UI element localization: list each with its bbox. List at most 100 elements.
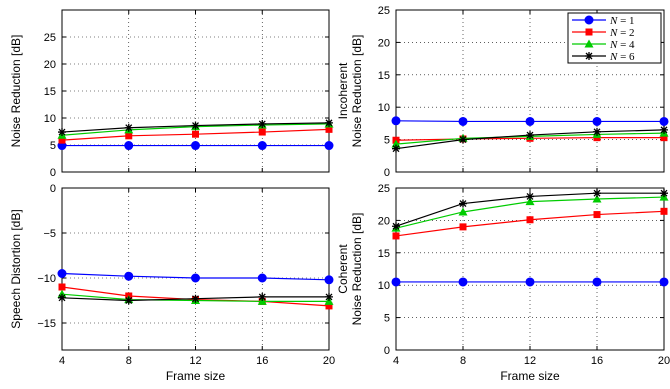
data-point bbox=[258, 119, 267, 128]
data-point bbox=[592, 194, 602, 203]
y-tick-label: −5 bbox=[43, 228, 56, 240]
data-point bbox=[392, 232, 400, 240]
chart-panel-4: 4 8 12 16 20 0 5 10 15 20 25 Coherent Noise Reductio… bbox=[336, 183, 670, 383]
legend-label: N = 6 bbox=[609, 51, 635, 63]
data-point bbox=[257, 273, 267, 283]
data-point bbox=[459, 199, 467, 208]
legend-var: N bbox=[609, 27, 618, 39]
data-point bbox=[58, 283, 66, 291]
data-point bbox=[325, 302, 333, 310]
data-point bbox=[124, 123, 133, 132]
y-tick-label: 0 bbox=[384, 167, 390, 179]
legend-var: N bbox=[609, 15, 618, 27]
y-tick-label: 5 bbox=[50, 140, 56, 152]
y-tick-label: 25 bbox=[378, 5, 390, 17]
data-point bbox=[660, 125, 668, 134]
legend-var: N bbox=[609, 39, 618, 51]
x-tick-label: 8 bbox=[460, 355, 466, 367]
data-point bbox=[525, 197, 535, 206]
data-point bbox=[593, 189, 601, 198]
y-tick-label: 20 bbox=[378, 37, 390, 49]
data-point bbox=[593, 211, 601, 219]
data-point bbox=[525, 116, 535, 126]
y-tick-label: 5 bbox=[384, 313, 390, 325]
data-point bbox=[258, 292, 267, 301]
y-axis-label: Speech Distortion [dB] bbox=[9, 209, 23, 328]
data-point bbox=[391, 277, 401, 287]
y-tick-label: 15 bbox=[44, 86, 56, 98]
data-point bbox=[459, 223, 467, 231]
data-point bbox=[58, 293, 66, 302]
y-tick-label: 15 bbox=[378, 248, 390, 260]
data-point bbox=[392, 222, 400, 231]
data-point bbox=[325, 125, 333, 133]
x-tick-label: 8 bbox=[126, 355, 132, 367]
data-point bbox=[258, 128, 266, 136]
data-point bbox=[57, 269, 67, 278]
x-tick-label: 20 bbox=[323, 355, 335, 367]
y-axis-label: Incoherent bbox=[336, 62, 350, 119]
x-tick-label: 12 bbox=[189, 355, 201, 367]
y-tick-label: −10 bbox=[37, 273, 56, 285]
data-point bbox=[592, 277, 602, 287]
chart-panel-1: 0 5 10 15 20 25 Noise Reduction [dB] bbox=[9, 9, 334, 179]
data-point bbox=[526, 192, 534, 201]
data-point bbox=[324, 275, 334, 285]
y-axis-label: Noise Reduction [dB] bbox=[9, 35, 23, 148]
data-point bbox=[191, 294, 200, 303]
y-tick-label: 25 bbox=[44, 32, 56, 44]
data-point bbox=[659, 277, 669, 287]
data-point bbox=[58, 136, 66, 144]
chart-panel-3: 4 8 12 16 20 0 −5 −10 −15 Speech Distortion [dB] F… bbox=[9, 183, 335, 383]
x-axis-label: Frame size bbox=[166, 369, 226, 383]
data-point bbox=[325, 292, 333, 301]
legend-label: N = 4 bbox=[609, 39, 635, 51]
data-point bbox=[125, 132, 133, 140]
data-point bbox=[659, 116, 669, 126]
data-point bbox=[324, 141, 334, 151]
data-point bbox=[191, 273, 200, 283]
data-point bbox=[458, 277, 468, 287]
data-point bbox=[526, 131, 534, 140]
data-point bbox=[124, 271, 134, 281]
legend-marker bbox=[585, 52, 593, 60]
data-point bbox=[458, 116, 468, 126]
data-point bbox=[124, 296, 133, 305]
data-point bbox=[391, 116, 401, 126]
data-point bbox=[392, 144, 400, 153]
legend-box bbox=[567, 12, 662, 64]
chart-panel-2: 0 5 10 15 20 25 Incoherent Noise Reduction [dB]… bbox=[336, 5, 669, 179]
legend-value: = 6 bbox=[617, 51, 635, 63]
data-point bbox=[660, 134, 668, 142]
legend-label: N = 1 bbox=[609, 15, 635, 27]
y-axis-label: Coherent bbox=[336, 244, 350, 294]
data-point bbox=[192, 130, 199, 138]
data-point bbox=[325, 118, 333, 127]
x-tick-label: 4 bbox=[59, 355, 65, 367]
y-tick-label: 5 bbox=[384, 135, 390, 147]
data-point bbox=[592, 116, 602, 126]
x-tick-label: 16 bbox=[591, 355, 603, 367]
data-point bbox=[458, 207, 468, 216]
data-point bbox=[58, 128, 66, 137]
x-axis-label: Frame size bbox=[500, 369, 560, 383]
y-tick-label: 10 bbox=[44, 113, 56, 125]
data-point bbox=[660, 189, 668, 198]
data-point bbox=[593, 127, 601, 136]
y-tick-label: 20 bbox=[44, 59, 56, 71]
y-tick-label: 20 bbox=[378, 215, 390, 227]
data-point bbox=[459, 135, 467, 144]
legend-value: = 4 bbox=[617, 39, 635, 51]
y-axis-label: Noise Reduction [dB] bbox=[350, 35, 364, 148]
x-tick-label: 4 bbox=[393, 355, 399, 367]
data-point bbox=[191, 121, 200, 130]
y-tick-label: −15 bbox=[37, 318, 56, 330]
legend-marker bbox=[584, 15, 594, 25]
data-point bbox=[526, 216, 534, 224]
data-point bbox=[124, 141, 134, 151]
legend-marker bbox=[584, 39, 594, 48]
y-tick-label: 0 bbox=[50, 183, 56, 195]
data-point bbox=[660, 207, 668, 215]
legend: N = 1N = 2N = 4N = 6 bbox=[567, 12, 662, 64]
